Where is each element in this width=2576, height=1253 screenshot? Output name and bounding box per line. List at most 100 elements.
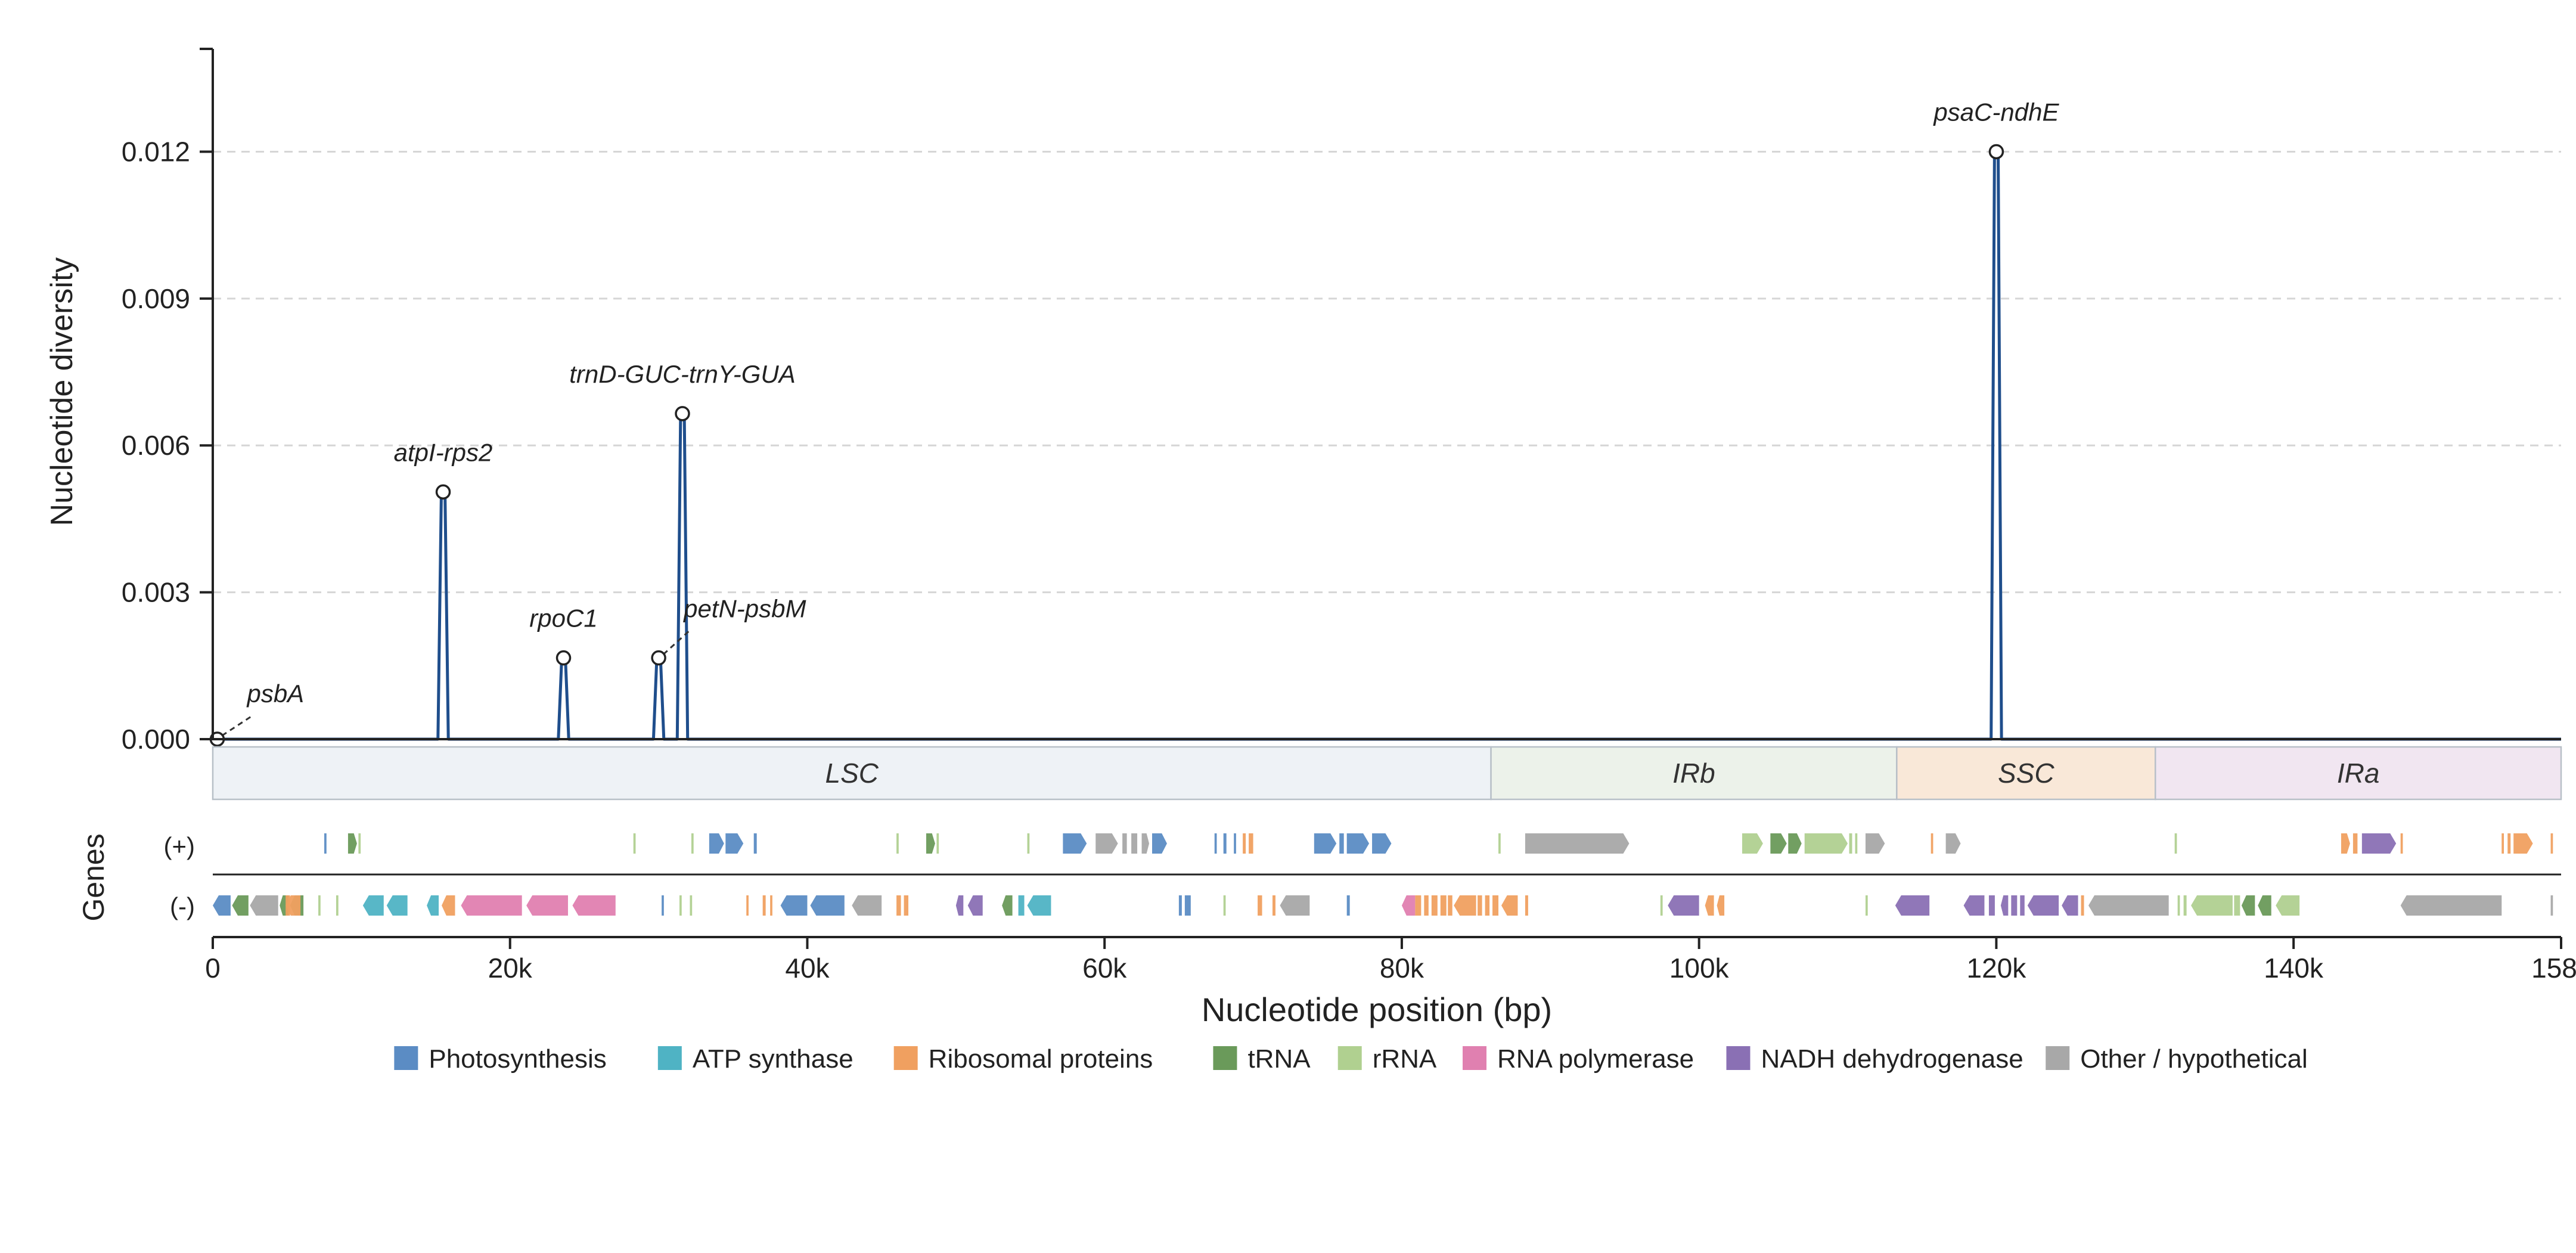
gene-minus-41 — [1424, 895, 1429, 916]
gene-minus-60 — [2011, 895, 2018, 916]
gene-minus-44 — [1448, 895, 1453, 916]
gene-minus-6 — [285, 895, 301, 916]
gene-plus-22 — [1249, 833, 1253, 854]
gene-minus-1 — [232, 895, 249, 916]
gene-plus-36 — [1931, 833, 1933, 854]
x-tick-label-8: 158k — [2531, 953, 2576, 984]
annotation-marker-5 — [1988, 144, 2004, 160]
gene-plus-34 — [1855, 833, 1858, 854]
annotation-marker-1 — [435, 484, 451, 500]
peak-annotations: psbA atpI-rps2 rpoC1 petN-psbM trnD-GUC-trnY… — [209, 98, 2059, 747]
gene-plus-35 — [1865, 833, 1885, 854]
region-LSC — [212, 746, 1492, 801]
gene-minus-52 — [1668, 895, 1699, 916]
gene-minus-40 — [1415, 895, 1422, 916]
gene-minus-19 — [746, 895, 749, 916]
gene-minus-74 — [2550, 895, 2553, 916]
gene-plus-25 — [1346, 833, 1370, 854]
gene-minus-9 — [362, 895, 384, 916]
gene-plus-40 — [2352, 833, 2358, 854]
annotation-marker-3 — [651, 650, 666, 666]
gene-minus-20 — [762, 895, 766, 916]
gene-plus-15 — [1131, 833, 1138, 854]
gene-plus-13 — [1095, 833, 1118, 854]
gene-plus-1 — [347, 833, 357, 854]
annotation-label-2: rpoC1 — [529, 604, 597, 632]
gene-minus-18 — [690, 895, 693, 916]
y-tick-label-4: 0.012 — [122, 136, 190, 167]
region-label-IRb: IRb — [1672, 758, 1715, 789]
legend-label-6: NADH dehydrogenase — [1761, 1044, 2023, 1074]
gene-minus-38 — [1346, 895, 1350, 916]
gene-minus-14 — [526, 895, 568, 916]
gene-plus-41 — [2361, 833, 2397, 854]
x-axis: 0 20k 40k 60k 80k 100k 120k 140k 158k — [205, 936, 2576, 984]
gene-plus-23 — [1314, 833, 1337, 854]
gene-plus-6 — [725, 833, 744, 854]
gene-plus-3 — [633, 833, 636, 854]
gene-plus-46 — [2550, 833, 2553, 854]
gene-minus-8 — [336, 895, 339, 916]
x-tick-label-3: 60k — [1082, 953, 1127, 984]
gene-plus-26 — [1372, 833, 1392, 854]
gene-plus-20 — [1234, 833, 1236, 854]
gene-minus-13 — [461, 895, 522, 916]
gene-minus-36 — [1272, 895, 1275, 916]
gene-minus-16 — [662, 895, 664, 916]
gene-plus-7 — [753, 833, 757, 854]
gene-minus-70 — [2241, 895, 2255, 916]
gene-minus-11 — [427, 895, 439, 916]
gene-plus-5 — [709, 833, 724, 854]
annotation-label-0: psbA — [246, 680, 304, 708]
legend-swatch-3 — [1213, 1046, 1237, 1070]
x-tick-label-2: 40k — [785, 953, 830, 984]
y-tick-label-2: 0.006 — [122, 430, 190, 461]
region-label-LSC: LSC — [825, 758, 879, 789]
legend-label-5: RNA polymerase — [1497, 1044, 1694, 1074]
gene-plus-2 — [358, 833, 361, 854]
y-tick-label-1: 0.003 — [122, 577, 190, 608]
legend-swatch-1 — [657, 1046, 682, 1070]
gene-minus-68 — [2191, 895, 2233, 916]
annotation-leader-3 — [663, 629, 691, 655]
legend-swatch-0 — [394, 1046, 418, 1070]
legend: Photosynthesis ATP synthase Ribosomal prot… — [394, 1044, 2308, 1074]
gene-minus-50 — [1525, 895, 1528, 916]
annotation-label-4: trnD-GUC-trnY-GUA — [569, 360, 796, 388]
x-tick-label-6: 120k — [1967, 953, 2027, 984]
legend-label-3: tRNA — [1247, 1044, 1311, 1074]
gene-minus-26 — [904, 895, 909, 916]
legend-label-1: ATP synthase — [693, 1044, 854, 1074]
legend-label-7: Other / hypothetical — [2080, 1044, 2308, 1074]
gene-plus-45 — [2513, 833, 2533, 854]
gene-minus-73 — [2400, 895, 2502, 916]
legend-swatch-5 — [1463, 1046, 1486, 1070]
gene-plus-11 — [1027, 833, 1030, 854]
gene-minus-61 — [2020, 895, 2025, 916]
region-label-IRa: IRa — [2337, 758, 2380, 789]
gene-plus-8 — [896, 833, 899, 854]
gene-minus-30 — [1018, 895, 1025, 916]
gene-minus-27 — [955, 895, 964, 916]
gene-plus-4 — [691, 833, 694, 854]
x-tick-label-0: 0 — [205, 953, 221, 984]
annotation-label-3: petN-psbM — [682, 595, 806, 623]
gene-minus-28 — [967, 895, 983, 916]
gene-minus-47 — [1485, 895, 1490, 916]
gene-minus-29 — [1002, 895, 1013, 916]
annotation-marker-2 — [555, 650, 572, 666]
x-axis-label: Nucleotide position (bp) — [1202, 991, 1552, 1028]
gene-minus-37 — [1280, 895, 1310, 916]
gene-minus-17 — [679, 895, 682, 916]
x-tick-label-1: 20k — [488, 953, 533, 984]
gene-minus-39 — [1401, 895, 1416, 916]
region-IRa — [2154, 746, 2562, 801]
gene-minus-15 — [572, 895, 616, 916]
gene-plus-39 — [2341, 833, 2350, 854]
gene-minus-21 — [770, 895, 772, 916]
gene-minus-56 — [1895, 895, 1930, 916]
legend-label-4: rRNA — [1373, 1044, 1437, 1074]
gene-minus-57 — [1963, 895, 1985, 916]
gene-plus-32 — [1804, 833, 1848, 854]
